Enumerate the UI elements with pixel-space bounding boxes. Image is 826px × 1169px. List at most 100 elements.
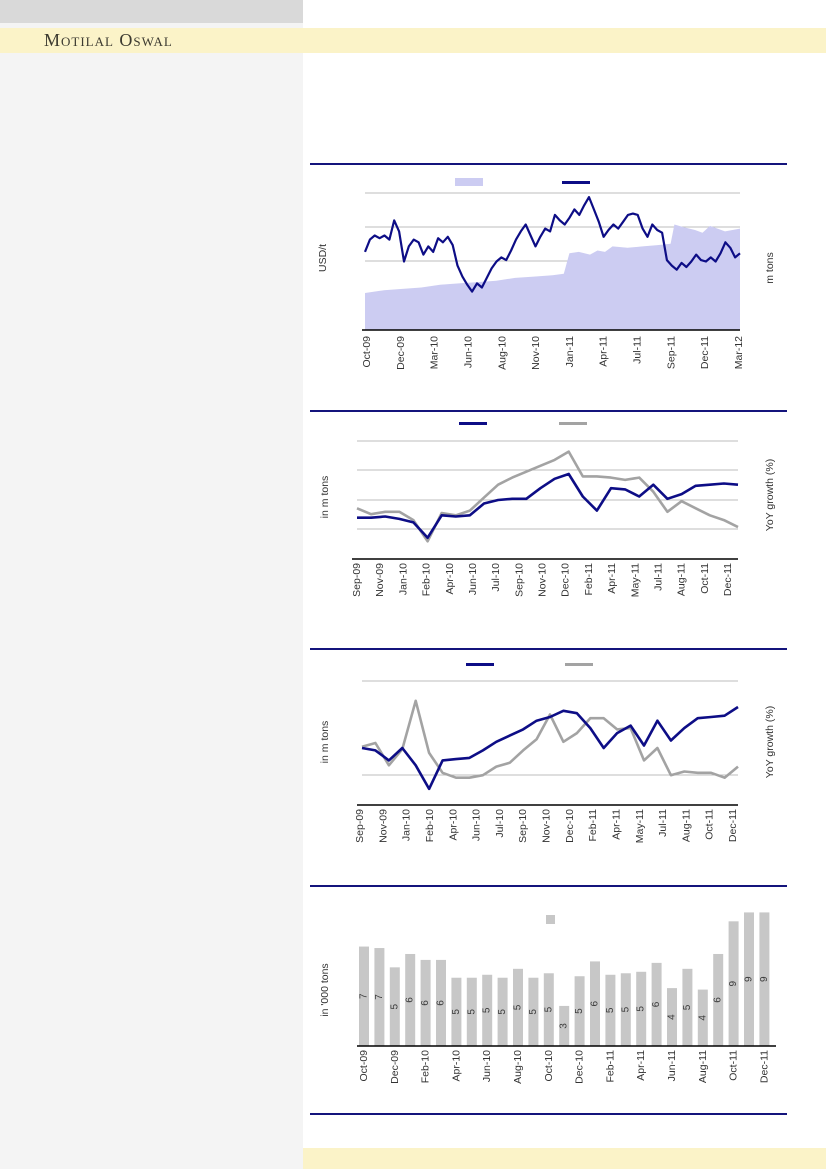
bar: [590, 961, 600, 1046]
bar: [359, 946, 369, 1046]
section-separator-1: [310, 163, 787, 165]
bar: [574, 976, 585, 1046]
bar: [482, 974, 493, 1046]
x-tick-label: Apr-11: [598, 336, 610, 367]
series-gray: [356, 450, 739, 543]
x-tick-label: Mar-12: [733, 336, 745, 369]
bar-data-label: 5: [543, 1006, 554, 1012]
bar: [620, 973, 631, 1046]
chart1-legend-area-swatch: [455, 178, 483, 186]
chart2-line-canvas: Sep-09 Nov-09 Jan-10 Feb-10 Apr-10 Jun-10 Jul-…: [351, 440, 739, 597]
chart3-legend-navy-swatch: [466, 663, 494, 666]
bar-data-label: 4: [667, 1014, 678, 1020]
bar: [697, 989, 708, 1046]
x-tick-label: Nov-09: [374, 563, 386, 597]
bar-data-label: 7: [374, 994, 385, 1000]
section-separator-5: [310, 1113, 787, 1115]
bar: [651, 962, 662, 1046]
bar-data-label: 5: [451, 1009, 462, 1015]
chart4-legend-square-swatch: [546, 915, 555, 924]
x-tick-label: Jan-10: [401, 809, 413, 841]
x-tick-label: Aug-11: [676, 563, 688, 596]
x-tick-label: Apr-11: [606, 563, 618, 594]
bar-data-label: 5: [574, 1008, 585, 1014]
x-tick-label: Apr-10: [450, 1050, 462, 1082]
bar-data-label: 5: [466, 1009, 477, 1015]
series-navy: [361, 705, 739, 791]
x-tick-label: Nov-10: [541, 809, 553, 843]
bar: [466, 977, 477, 1046]
volume-area: [365, 224, 740, 330]
x-tick-label: Sep-10: [517, 809, 529, 843]
bar-data-label: 3: [559, 1023, 570, 1029]
bar: [405, 953, 416, 1046]
bar-data-label: 5: [497, 1009, 508, 1015]
series-navy: [357, 472, 739, 540]
x-tick-label: Jun-10: [471, 809, 483, 841]
bar: [713, 953, 724, 1046]
bar-data-label: 5: [605, 1007, 616, 1013]
brand-band: [0, 28, 826, 53]
bar-data-label: 6: [420, 1000, 431, 1006]
x-tick-label: Nov-10: [537, 563, 549, 597]
x-tick-label: Feb-10: [421, 563, 433, 596]
x-tick-label: Feb-11: [604, 1050, 616, 1083]
x-tick-label: Feb-10: [424, 809, 436, 842]
bar: [543, 973, 554, 1046]
bar-data-label: 5: [389, 1003, 400, 1009]
bar: [682, 968, 693, 1046]
section-separator-4: [310, 885, 787, 887]
x-tick-label: Apr-11: [635, 1050, 647, 1081]
bar: [451, 977, 462, 1046]
x-tick-label: Dec-11: [722, 563, 734, 596]
chart1-area-line-canvas: Oct-09 Dec-09 Mar-10 Jun-10 Aug-10 Nov-10 Jan-…: [361, 192, 745, 370]
bar-data-label: 5: [636, 1006, 647, 1012]
bar: [605, 974, 616, 1046]
x-tick-label: Jul-10: [490, 563, 502, 592]
bar: [420, 959, 431, 1046]
chart2-legend-navy-swatch: [459, 422, 487, 425]
x-tick-label: Apr-10: [447, 809, 459, 841]
x-tick-label: May-11: [629, 563, 641, 597]
x-tick-label: Sep-11: [665, 336, 677, 369]
section-separator-3: [310, 648, 787, 650]
bar-data-label: 6: [713, 997, 724, 1003]
chart1-legend-line-swatch: [562, 181, 590, 184]
bar-data-label: 6: [651, 1001, 662, 1007]
x-tick-label: Jul-11: [652, 563, 664, 591]
bar: [389, 967, 400, 1046]
bar: [636, 971, 647, 1046]
brand-logo-text: Motilal Oswal: [44, 30, 173, 50]
x-tick-label: May-11: [634, 809, 646, 843]
bar: [667, 988, 677, 1046]
bar: [559, 1005, 570, 1046]
x-tick-label: Jun-10: [481, 1050, 493, 1082]
bar-data-label: 6: [405, 997, 416, 1003]
bar-data-label: 6: [590, 1000, 601, 1006]
x-tick-label: Jun-10: [467, 563, 479, 595]
x-tick-label: Oct-09: [358, 1050, 370, 1082]
x-tick-label: Aug-11: [680, 809, 692, 842]
bar-data-label: 5: [620, 1006, 631, 1012]
bar-data-label: 5: [682, 1004, 693, 1010]
bar: [728, 921, 739, 1046]
x-tick-label: Jul-11: [632, 336, 644, 364]
bar-data-label: 5: [513, 1004, 524, 1010]
x-tick-label: Oct-11: [728, 1050, 740, 1081]
x-tick-label: Oct-09: [361, 336, 373, 368]
bar-data-label: 4: [697, 1015, 708, 1021]
x-tick-label: Sep-09: [354, 809, 366, 843]
left-margin-panel: [0, 0, 303, 1169]
x-tick-label: Nov-09: [377, 809, 389, 843]
chart2-legend-gray-swatch: [559, 422, 587, 425]
bar-data-label: 6: [436, 1000, 447, 1006]
bar-data-label: 9: [744, 976, 755, 982]
x-tick-label: Jun-11: [666, 1050, 678, 1081]
x-tick-label: Feb-11: [583, 563, 595, 596]
x-tick-label: Dec-10: [564, 809, 576, 843]
chart3-legend-gray-swatch: [565, 663, 593, 666]
bar-data-label: 9: [728, 980, 739, 986]
x-tick-label: Aug-11: [697, 1050, 709, 1083]
chart3-line-canvas: Sep-09 Nov-09 Jan-10 Feb-10 Apr-10 Jun-10 Jul-…: [354, 680, 739, 843]
